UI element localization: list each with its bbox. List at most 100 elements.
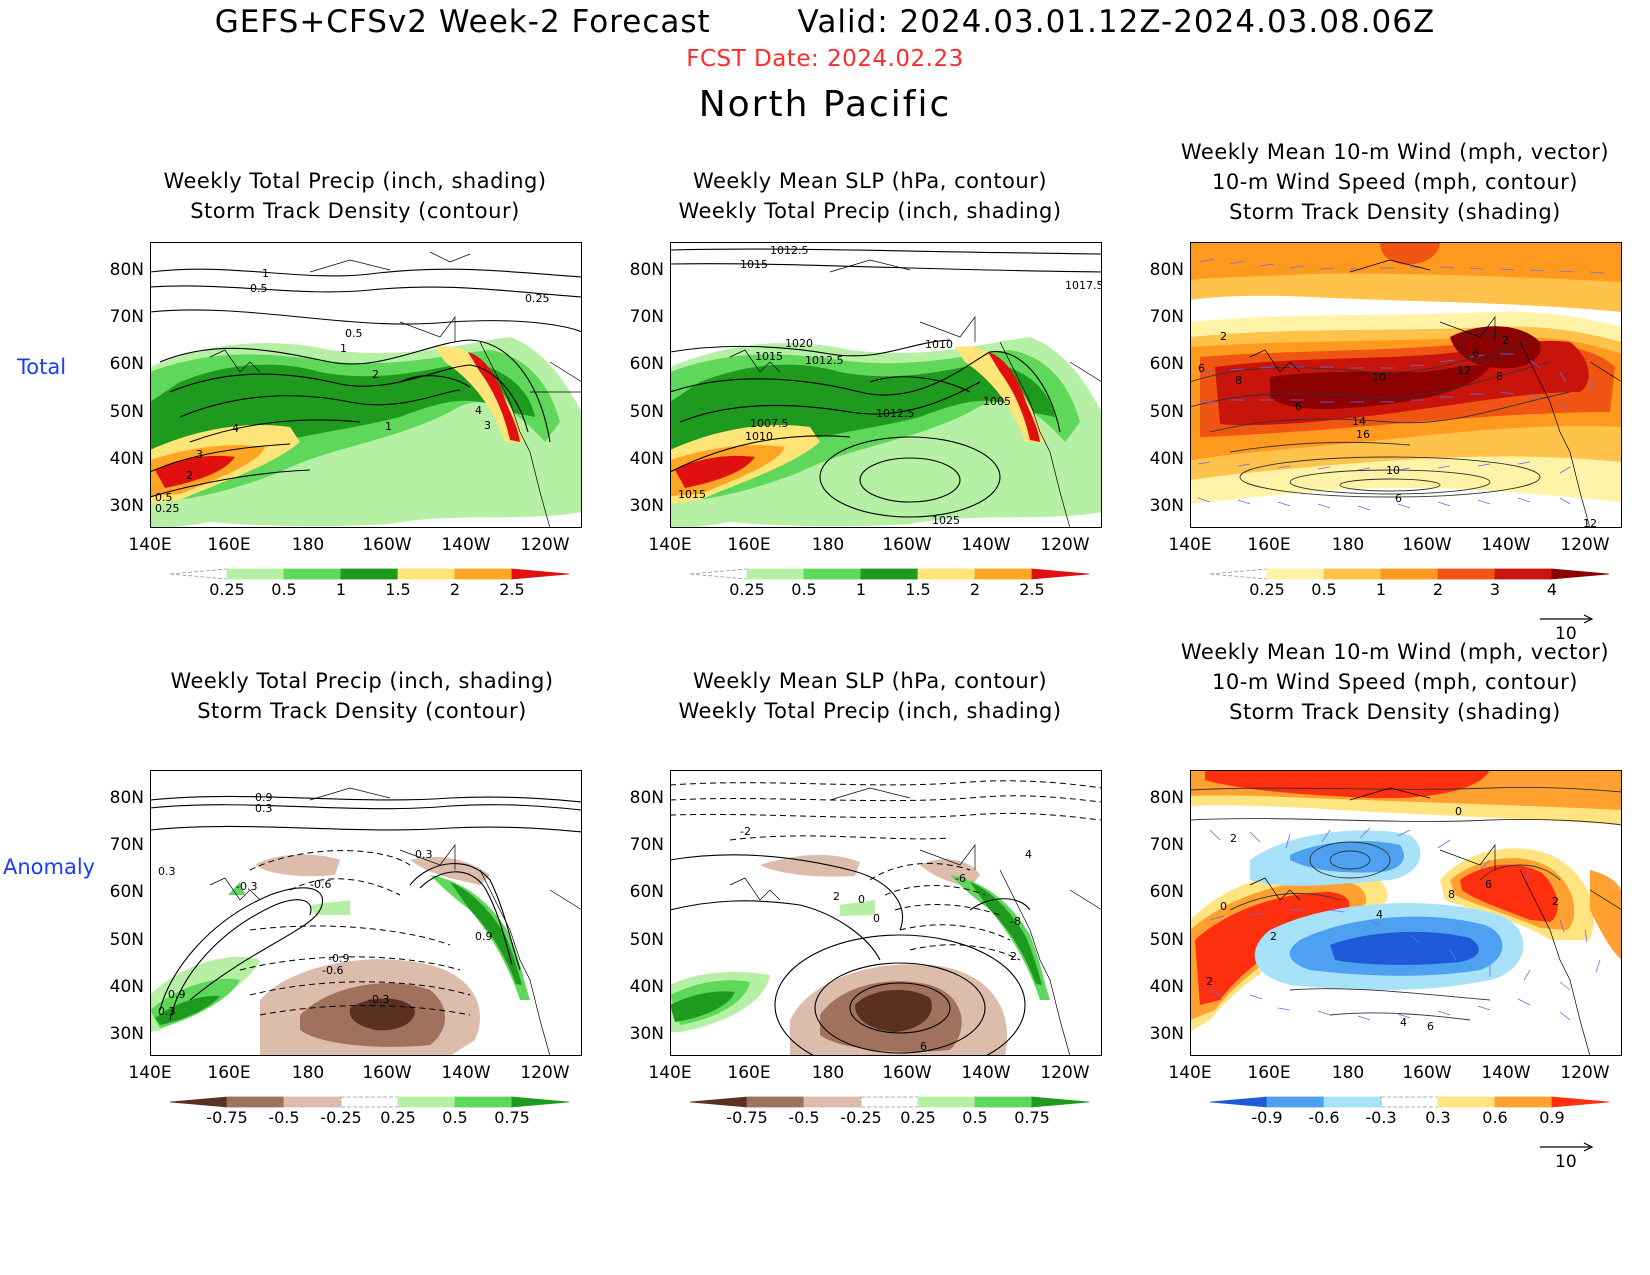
- lat-tick-label: 50N: [629, 930, 664, 950]
- contour-label: 2: [1206, 975, 1213, 988]
- colorbar-tick-label: 0.5: [1311, 580, 1337, 599]
- contour-label: 0.5: [345, 327, 363, 340]
- coast-precip-yellow: [435, 346, 525, 442]
- colorbar-segment: [1437, 568, 1496, 580]
- lon-tick-label: 160E: [207, 535, 251, 555]
- colorbar-segment: [511, 568, 570, 580]
- colorbar-segment: [1551, 1096, 1610, 1108]
- reference-vector-arrow: [1540, 1142, 1594, 1152]
- lon-tick-label: 140E: [1168, 535, 1212, 555]
- lat-tick-label: 70N: [109, 835, 144, 855]
- colorbar-anom-storm: [1210, 1096, 1610, 1108]
- contour-label: 1015: [678, 488, 706, 501]
- colorbar-segment: [1266, 568, 1325, 580]
- colorbar-tick-label: 0.3: [1425, 1108, 1451, 1127]
- lon-tick-label: 120W: [1040, 535, 1090, 555]
- colorbar-segment: [917, 1096, 976, 1108]
- colorbar-tick-label: 0.25: [380, 1108, 416, 1127]
- lon-tick-label: 120W: [520, 535, 570, 555]
- contour-label: 0: [1220, 900, 1227, 913]
- colorbar-tick-label: 0.75: [494, 1108, 530, 1127]
- contour-label: 1005: [983, 395, 1011, 408]
- contour-label: 2: [1552, 895, 1559, 908]
- lat-tick-label: 40N: [109, 449, 144, 469]
- lon-tick-label: 160E: [1247, 535, 1291, 555]
- lon-tick-label: 140E: [648, 535, 692, 555]
- colorbar-segment: [454, 1096, 513, 1108]
- contour-label: 1: [385, 420, 392, 433]
- lon-tick-label: 120W: [1560, 535, 1610, 555]
- lon-tick-label: 180: [291, 535, 325, 555]
- lat-tick-label: 40N: [109, 977, 144, 997]
- lon-tick-label: 160E: [207, 1063, 251, 1083]
- contour-label: 0.5: [250, 282, 268, 295]
- colorbar-tick-label: -0.25: [320, 1108, 362, 1127]
- lon-tick-label: 120W: [1560, 1063, 1610, 1083]
- colorbar-segment: [283, 1096, 342, 1108]
- colorbar-segment: [397, 1096, 456, 1108]
- contour-label: 4: [1025, 848, 1032, 861]
- contour-label: 1007.5: [750, 417, 789, 430]
- colorbar-total-precip: [170, 568, 570, 580]
- colorbar-segment: [397, 568, 456, 580]
- contour-label: 2: [1270, 930, 1277, 943]
- lon-tick-label: 140W: [441, 535, 491, 555]
- map-total-precip: 1 0.5 0.25 0.5 1 2 4 1 4 3 3 2 0.5 0.25: [150, 242, 582, 528]
- colorbar-tick-label: 0.25: [900, 1108, 936, 1127]
- colorbar-segment: [1031, 1096, 1090, 1108]
- lat-tick-label: 50N: [1149, 930, 1184, 950]
- contour-label: 2: [1502, 334, 1509, 347]
- lat-tick-label: 80N: [629, 260, 664, 280]
- contour-label: -0.6: [322, 964, 343, 977]
- panel-title-total-wind: Weekly Mean 10-m Wind (mph, vector) 10-m…: [1180, 140, 1610, 224]
- contour-label: -0.3: [236, 880, 257, 893]
- map-anom-wind: 0 2 4 8 6 2 2 2 4 6 0: [1190, 770, 1622, 1056]
- reference-vector-label: 10: [1555, 1152, 1577, 1172]
- lon-tick-label: 140W: [1481, 1063, 1531, 1083]
- colorbar-tick-label: -0.9: [1251, 1108, 1283, 1127]
- colorbar-tick-label: 1.5: [905, 580, 931, 599]
- colorbar-tick-label: 2: [449, 580, 461, 599]
- contour-label: -0.6: [310, 878, 331, 891]
- contour-label: 2: [1230, 832, 1237, 845]
- colorbar-tick-label: -0.3: [1365, 1108, 1397, 1127]
- contour-label: 6: [1485, 878, 1492, 891]
- contour-label: -6: [955, 872, 966, 885]
- colorbar-segment: [746, 1096, 805, 1108]
- lon-tick-label: 160W: [362, 1063, 412, 1083]
- lat-tick-label: 80N: [629, 788, 664, 808]
- contour-label: 2: [1010, 950, 1017, 963]
- colorbar-tick-label: 4: [1546, 580, 1558, 599]
- contour-label: 0.3: [415, 848, 433, 861]
- lat-tick-label: 60N: [109, 354, 144, 374]
- contour-label: 0.3: [158, 1005, 176, 1018]
- lat-tick-label: 70N: [1149, 307, 1184, 327]
- colorbar-tick-label: 0.9: [1539, 1108, 1565, 1127]
- colorbar-segment: [511, 1096, 570, 1108]
- contour-label: 4: [1400, 1016, 1407, 1029]
- colorbar-tick-label: -0.75: [206, 1108, 248, 1127]
- colorbar-tick-label: 1: [335, 580, 347, 599]
- forecast-date: FCST Date: 2024.02.23: [686, 46, 964, 72]
- colorbar-tick-label: -0.25: [840, 1108, 882, 1127]
- colorbar-tick-label: 3: [1489, 580, 1501, 599]
- lon-tick-label: 180: [1331, 535, 1365, 555]
- contour-label: 2: [372, 368, 379, 381]
- contour-label: 8: [1496, 370, 1503, 383]
- contour-label: 6: [1395, 492, 1402, 505]
- lat-tick-label: 80N: [1149, 260, 1184, 280]
- lon-tick-label: 160W: [362, 535, 412, 555]
- contour-label: 1025: [932, 514, 960, 527]
- contour-label: 1010: [925, 338, 953, 351]
- contour-label: 1020: [785, 337, 813, 350]
- contour-label: 6: [1427, 1020, 1434, 1033]
- lat-tick-label: 40N: [1149, 449, 1184, 469]
- colorbar-segment: [1266, 1096, 1325, 1108]
- colorbar-segment: [1494, 568, 1553, 580]
- contour-label: 10: [1386, 464, 1400, 477]
- contour-label: 0: [873, 912, 880, 925]
- lon-tick-label: 180: [811, 1063, 845, 1083]
- colorbar-segment: [974, 1096, 1033, 1108]
- lat-tick-label: 30N: [109, 1024, 144, 1044]
- colorbar-segment: [340, 1096, 399, 1108]
